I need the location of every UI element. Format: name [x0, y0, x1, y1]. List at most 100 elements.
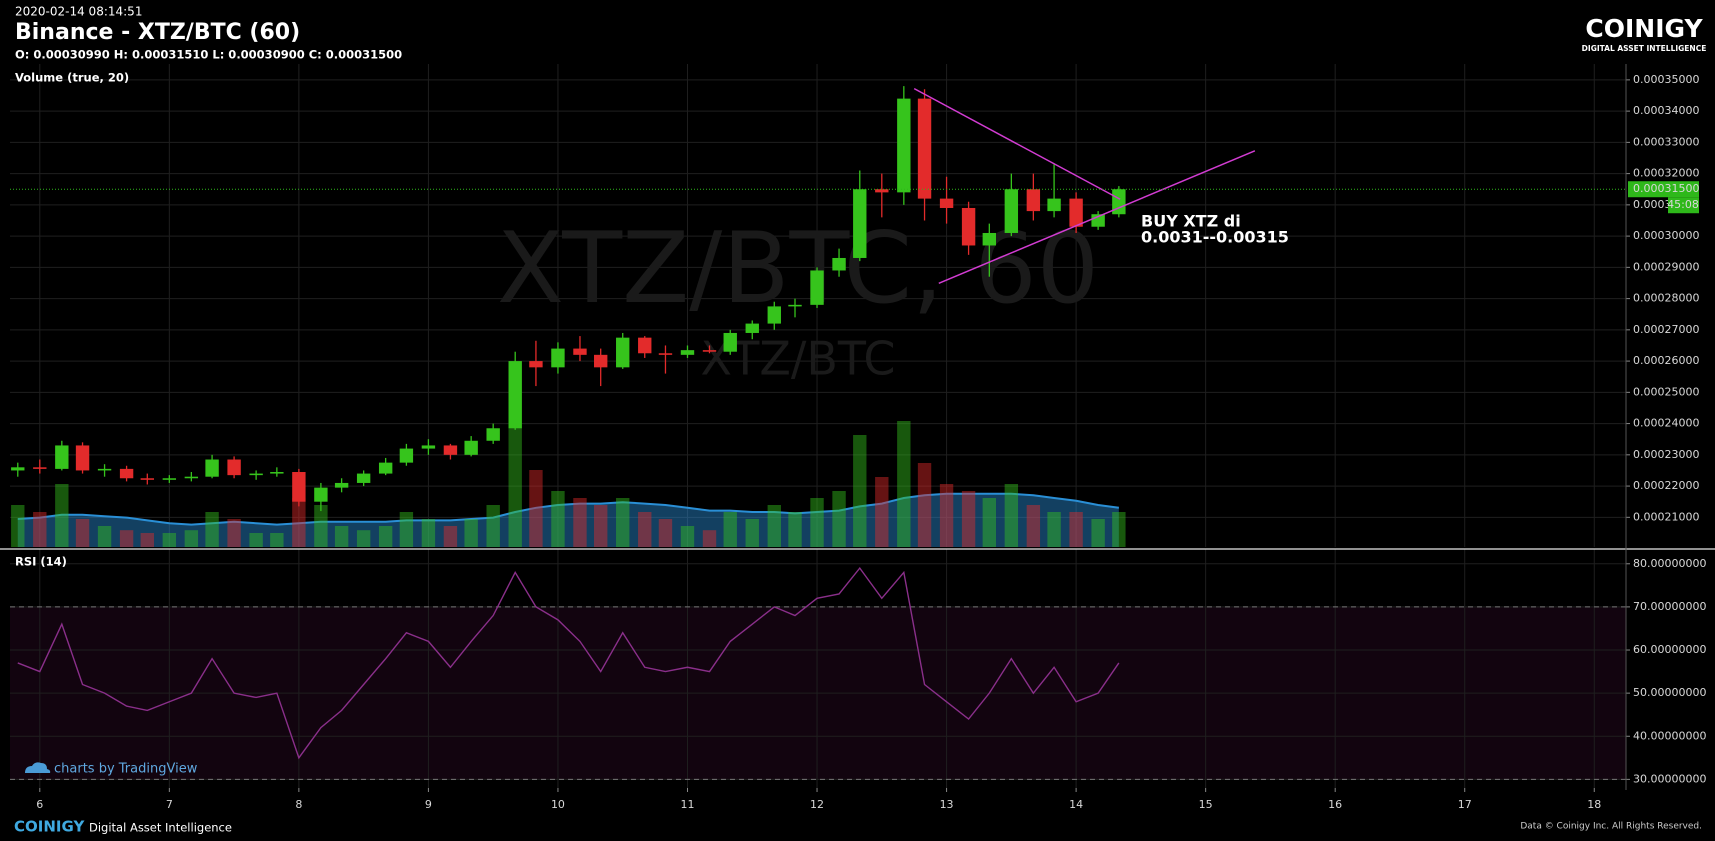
volume-bar [55, 484, 69, 547]
candle-body [767, 306, 781, 324]
rsi-legend: RSI (14) [15, 555, 67, 569]
candle-body [314, 487, 328, 502]
x-tick-label: 12 [810, 798, 824, 811]
volume-bar [939, 484, 954, 547]
candle-body [638, 337, 652, 354]
x-tick-label: 10 [551, 798, 565, 811]
volume-bar [356, 530, 371, 547]
volume-bar [33, 512, 47, 547]
trendline [938, 150, 1256, 284]
candle-body [33, 467, 47, 469]
y-tick-label: 30.00000000 [1633, 772, 1706, 785]
volume-legend: Volume (true, 20) [15, 71, 129, 85]
candle-body [205, 459, 219, 477]
watermark: XTZ/BTC, 60 [497, 212, 1099, 326]
y-tick-label: 0.00033000 [1633, 135, 1699, 148]
x-tick-label: 15 [1199, 798, 1213, 811]
volume-bar [853, 435, 867, 547]
y-tick-label: 0.00030000 [1633, 229, 1699, 242]
candle-body [573, 348, 587, 355]
chart-title: Binance - XTZ/BTC (60) [15, 20, 300, 45]
volume-bar [745, 519, 759, 547]
volume-ma-area [17, 493, 1119, 547]
candle-body [702, 350, 717, 352]
volume-bar [767, 505, 781, 547]
candle-body [982, 232, 997, 246]
volume-bar [184, 530, 199, 547]
y-tick-label: 0.00027000 [1633, 323, 1699, 336]
candle-body [1047, 198, 1061, 212]
x-tick-label: 11 [680, 798, 694, 811]
volume-bar [897, 421, 911, 547]
y-tick-label: 40.00000000 [1633, 729, 1706, 742]
overlay-layer: 0.00021000 0.00022000 0.00023000 0.00024000… [36, 73, 1706, 811]
y-tick-label: 0.00029000 [1633, 260, 1699, 273]
candle-body [616, 337, 630, 368]
y-tick-label: 70.00000000 [1633, 600, 1706, 613]
candle-body [658, 353, 673, 355]
volume-bar [702, 530, 717, 547]
volume-bar [594, 505, 608, 547]
tradingview-logo: charts by TradingView [25, 762, 198, 777]
candle-body [11, 467, 25, 471]
y-tick-label: 0.00035000 [1633, 73, 1699, 86]
candle-body [961, 207, 976, 246]
volume-bar [810, 498, 824, 547]
volume-bar [529, 470, 543, 547]
logo: COINIGY [1585, 14, 1703, 43]
candle-body [723, 332, 737, 352]
candle-body [917, 98, 932, 199]
annotation: BUY XTZ di [1141, 212, 1241, 231]
y-tick-label: 50.00000000 [1633, 686, 1706, 699]
volume-bar [917, 463, 932, 547]
countdown-label: 45:08 [1667, 198, 1699, 211]
y-tick-label: 0.00026000 [1633, 354, 1699, 367]
candle-body [249, 473, 263, 476]
candle-body [486, 428, 500, 441]
x-tick-label: 7 [166, 798, 173, 811]
volume-bar [119, 530, 134, 547]
volume-bar [378, 526, 393, 547]
volume-bar [616, 498, 630, 547]
volume-bar [249, 533, 263, 547]
candle-body [529, 361, 543, 368]
candle-body [788, 304, 802, 307]
y-tick-label: 0.00032000 [1633, 167, 1699, 180]
volume-ma-line [17, 492, 1119, 526]
x-tick-label: 16 [1328, 798, 1342, 811]
volume-bar [680, 526, 695, 547]
candle-body [97, 468, 112, 471]
ohlc-readout: O: 0.00030990 H: 0.00031510 L: 0.0003090… [15, 48, 402, 62]
y-tick-label: 0.00028000 [1633, 292, 1699, 305]
volume-bar [464, 519, 478, 547]
x-tick-label: 6 [36, 798, 43, 811]
candle-body [443, 445, 458, 455]
tradingview-credit: charts by TradingView [54, 762, 198, 777]
y-tick-label: 80.00000000 [1633, 557, 1706, 570]
candle-body [270, 472, 284, 474]
x-tick-label: 14 [1069, 798, 1083, 811]
candle-body [897, 98, 911, 193]
x-tick-label: 9 [425, 798, 432, 811]
rsi-line [17, 566, 1120, 760]
volume-bar [723, 512, 737, 547]
candle-body [55, 445, 69, 469]
timestamp: 2020-02-14 08:14:51 [15, 5, 142, 19]
footer-brand: COINIGY [14, 818, 85, 836]
volume-bar [982, 498, 997, 547]
candle-body [745, 323, 759, 333]
volume-bar [1112, 512, 1126, 547]
countdown-box [1668, 197, 1699, 214]
volume-bar [162, 533, 177, 547]
candle-body [832, 257, 846, 271]
candle-body [140, 478, 155, 480]
volume-bar [205, 512, 219, 547]
volume-bar [334, 526, 349, 547]
x-tick-label: 13 [940, 798, 954, 811]
candle-body [399, 448, 414, 463]
plot-layer: BUY XTZ di0.0031--0.00315 [10, 86, 1626, 780]
candle-body [119, 468, 134, 479]
volume-bar [875, 477, 889, 547]
